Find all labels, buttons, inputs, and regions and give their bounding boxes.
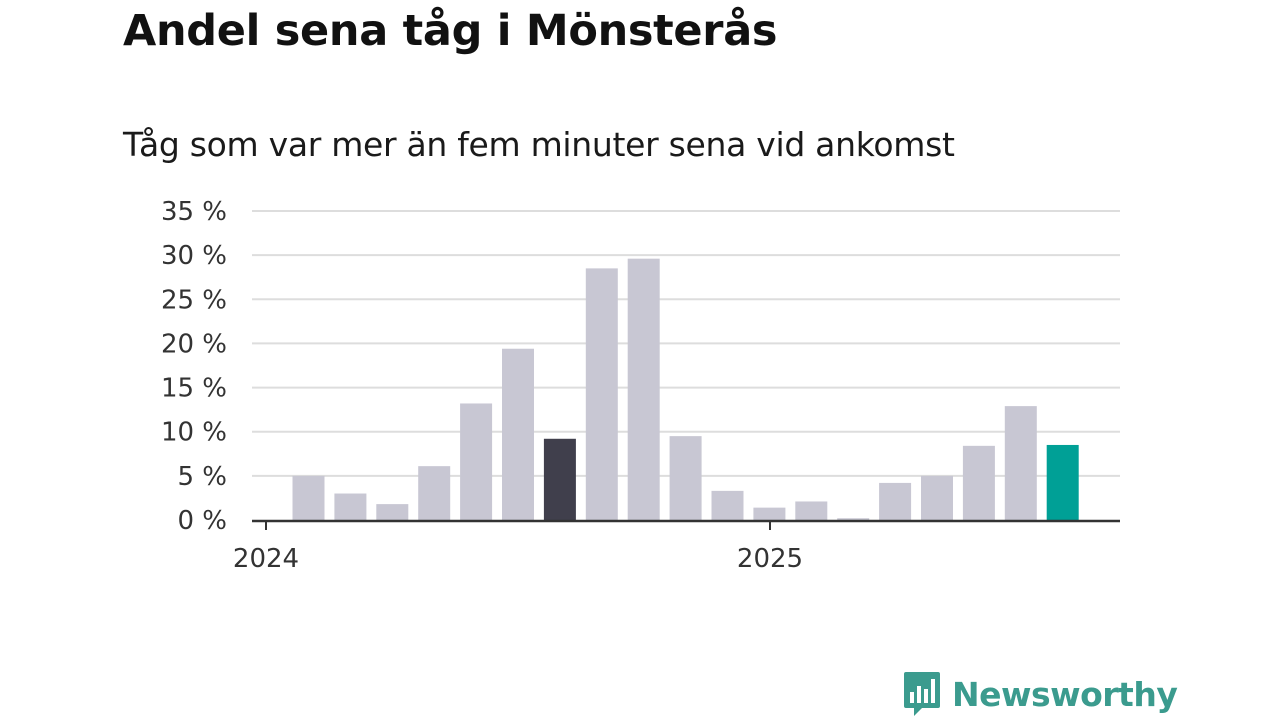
bar — [879, 482, 912, 520]
bar — [753, 507, 786, 520]
y-tick-label: 0 % — [177, 506, 227, 536]
y-tick-label: 10 % — [161, 418, 227, 448]
bar — [837, 518, 870, 520]
bar — [502, 348, 534, 520]
bar — [669, 436, 702, 520]
y-tick-label: 20 % — [161, 329, 227, 359]
gridlines — [252, 210, 1120, 477]
y-tick-label: 15 % — [161, 374, 227, 404]
bar — [543, 438, 576, 520]
y-tick-label: 5 % — [177, 462, 227, 492]
y-tick-label: 30 % — [161, 241, 227, 271]
x-tick-label: 2024 — [233, 544, 299, 574]
bar — [711, 490, 744, 520]
bar — [585, 268, 618, 520]
bar — [334, 493, 367, 520]
y-tick-label: 35 % — [161, 197, 227, 227]
bar — [795, 501, 828, 520]
newsworthy-logo: Newsworthy — [902, 670, 1178, 718]
bar — [376, 504, 409, 520]
bar — [1046, 444, 1079, 520]
logo-text: Newsworthy — [952, 674, 1178, 714]
bar-chart: 0 % 5 % 10 % 15 % 20 % 25 % 30 % 35 % 2024 2025 — [161, 197, 1120, 574]
y-tick-label: 25 % — [161, 285, 227, 315]
bar — [962, 445, 995, 520]
chart-subtitle: Tåg som var mer än fem minuter sena vid … — [123, 125, 955, 164]
bar — [292, 475, 325, 520]
chart-title: Andel sena tåg i Mönsterås — [123, 6, 778, 56]
bar — [627, 258, 660, 520]
x-tick-label: 2025 — [737, 544, 803, 574]
bar — [460, 403, 493, 520]
x-axis — [252, 519, 1120, 530]
bar-chart-bubble-icon — [904, 672, 940, 716]
bar — [921, 475, 953, 520]
bar — [418, 466, 451, 520]
tick-labels: 0 % 5 % 10 % 15 % 20 % 25 % 30 % 35 % 2024 2025 — [161, 197, 803, 574]
bars — [292, 258, 1079, 520]
bar — [1004, 406, 1037, 520]
